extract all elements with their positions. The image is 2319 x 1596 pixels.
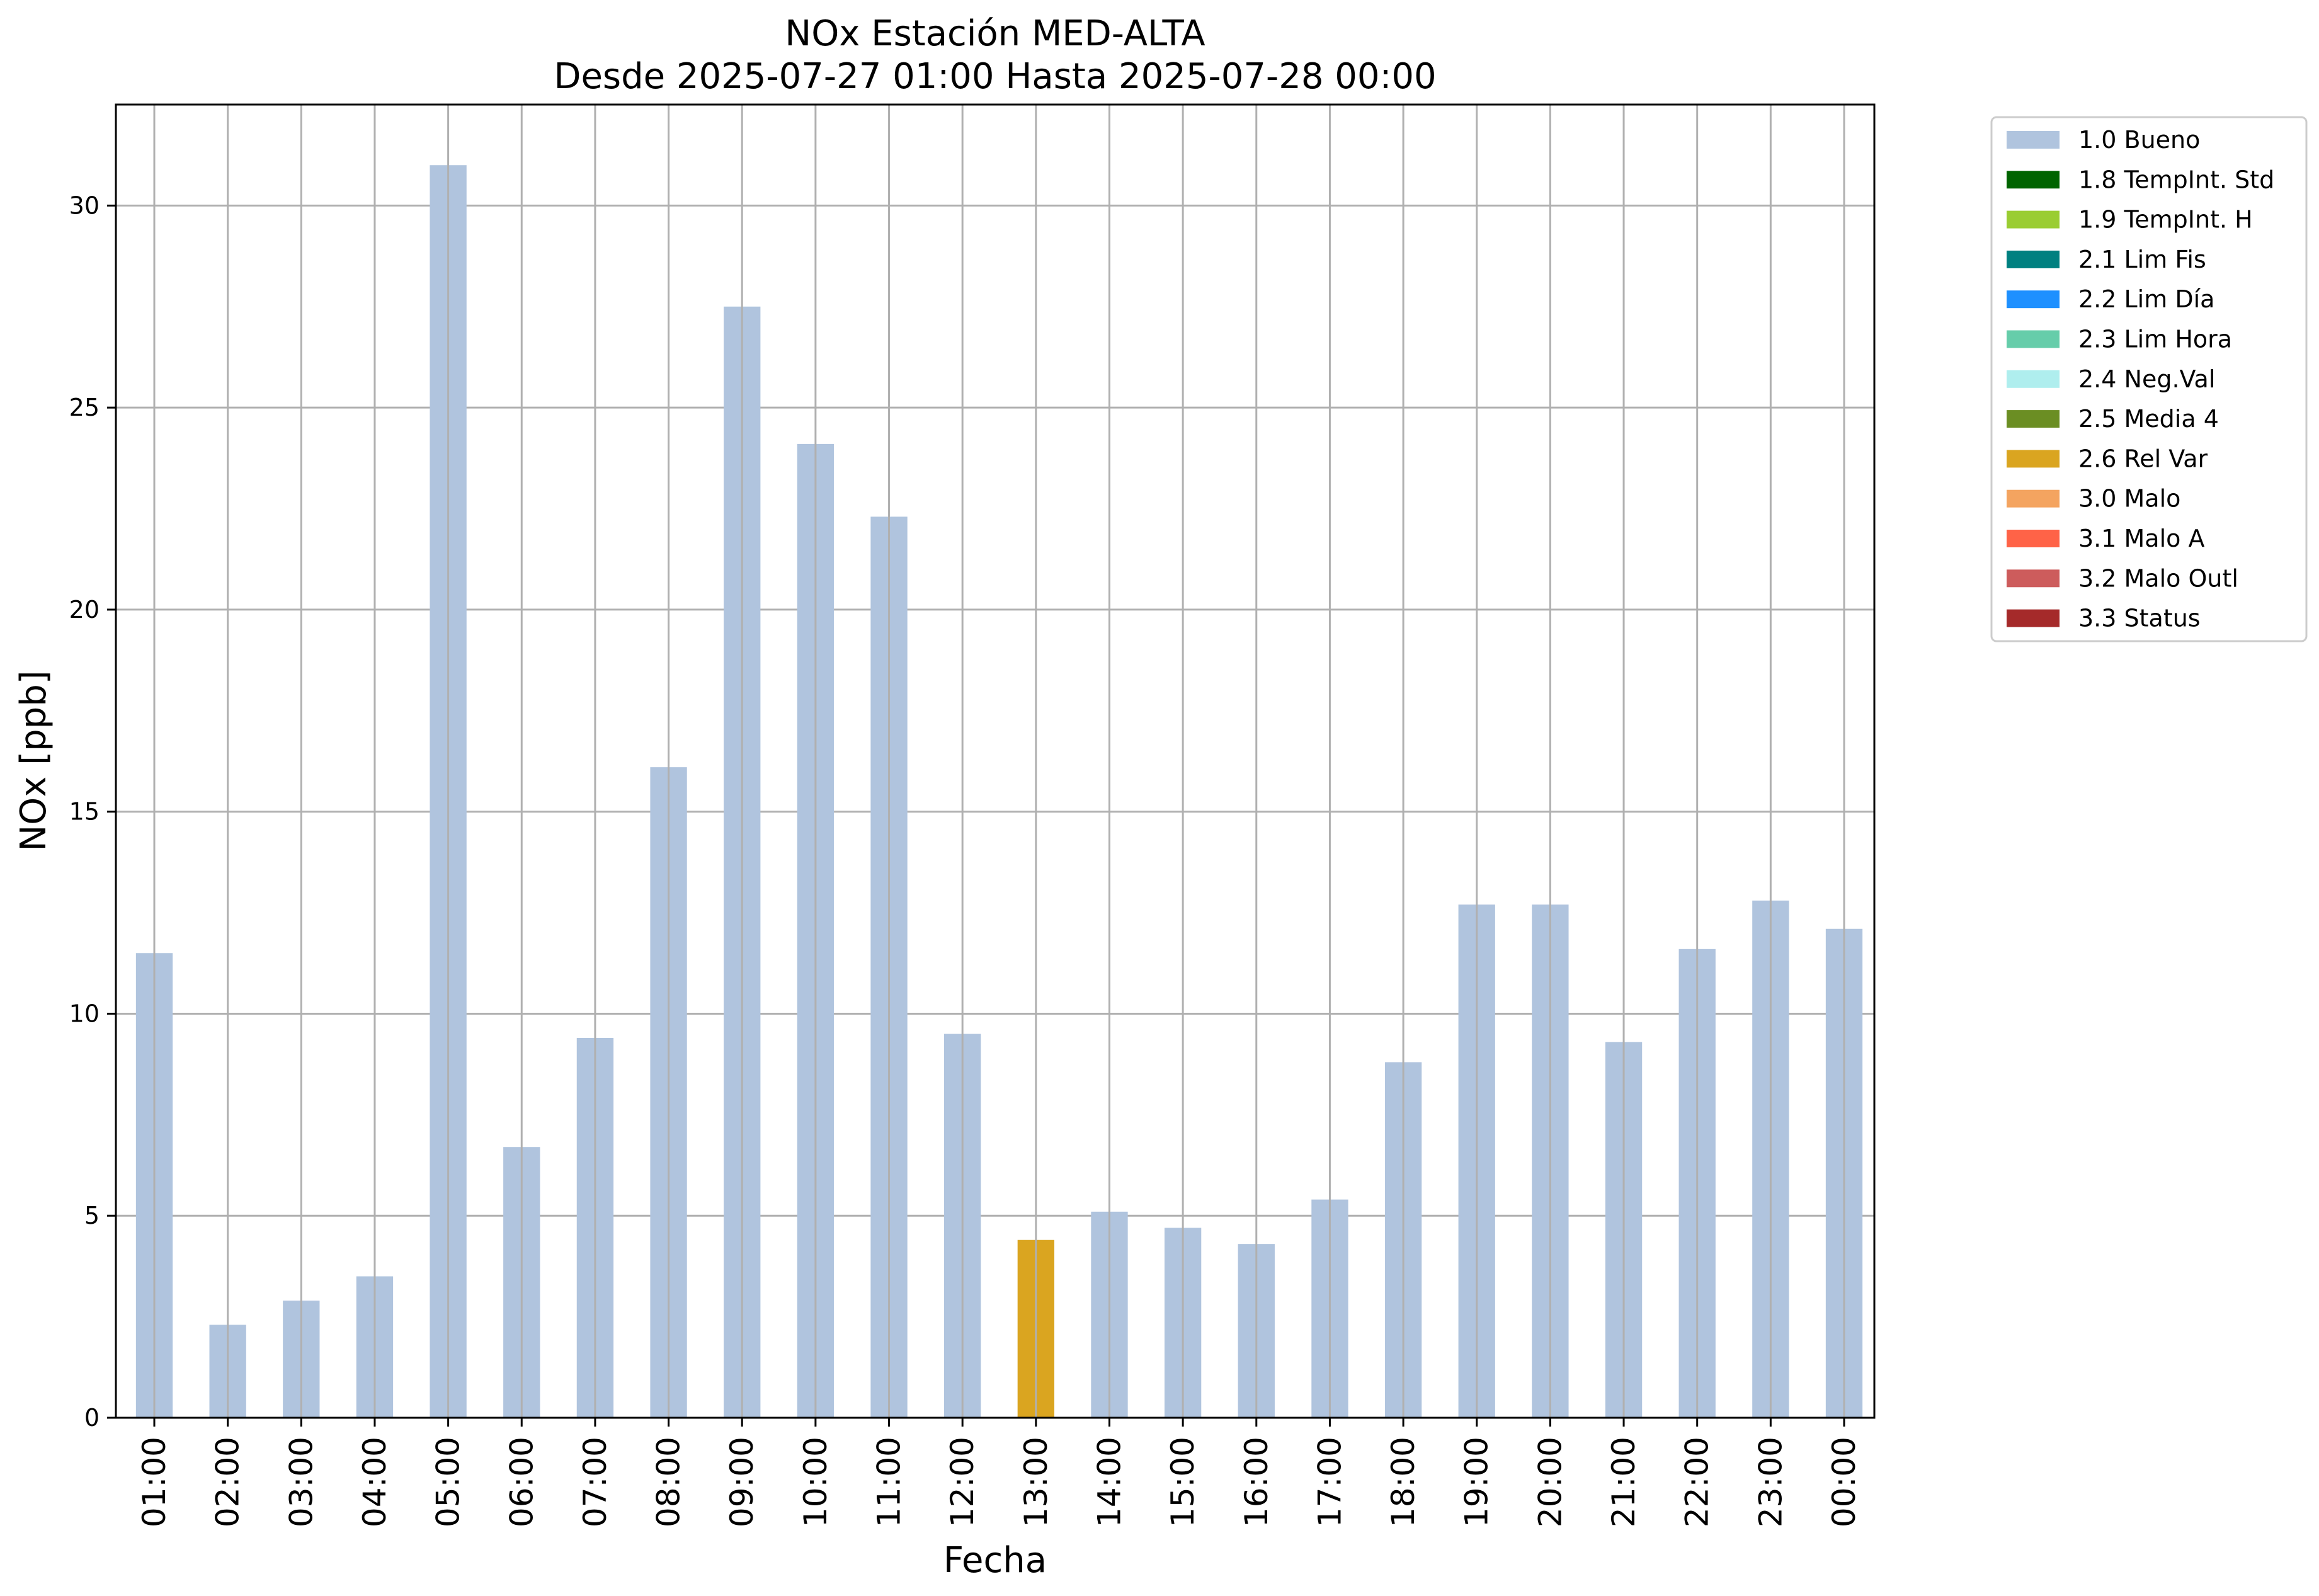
legend-swatch [2007, 330, 2060, 348]
legend-entry-label: 2.3 Lim Hora [2078, 326, 2232, 353]
x-tick-label: 15:00 [1165, 1437, 1201, 1527]
x-axis-ticks: 01:00 02:00 03:00 04:00 05:00 06:00 07:00 08:00… [136, 1418, 1862, 1527]
legend-entry-label: 3.3 Status [2078, 605, 2201, 632]
x-tick-label: 04:00 [356, 1437, 393, 1527]
legend-entry-label: 2.1 Lim Fis [2078, 246, 2206, 273]
x-tick-label: 23:00 [1752, 1437, 1789, 1527]
x-tick-label: 11:00 [871, 1437, 908, 1527]
legend-entry-label: 3.1 Malo A [2078, 525, 2204, 552]
y-tick-label: 20 [69, 596, 100, 624]
legend-frame [1990, 116, 2308, 642]
x-tick-label: 08:00 [651, 1437, 687, 1527]
legend-entry-label: 2.2 Lim Día [2078, 285, 2214, 313]
x-tick-label: 09:00 [724, 1437, 760, 1527]
y-tick-label: 5 [84, 1202, 100, 1229]
y-axis-label: NOx [ppb] [13, 670, 54, 851]
chart-subtitle: Desde 2025-07-27 01:00 Hasta 2025-07-28 … [554, 56, 1436, 97]
x-tick-label: 06:00 [503, 1437, 540, 1527]
x-tick-label: 10:00 [797, 1437, 834, 1527]
x-tick-label: 18:00 [1385, 1437, 1422, 1527]
chart-title: NOx Estación MED-ALTA [785, 13, 1205, 54]
legend-swatch [2007, 530, 2060, 547]
x-tick-label: 20:00 [1532, 1437, 1568, 1527]
legend-entry-label: 1.8 TempInt. Std [2078, 166, 2274, 193]
x-tick-label: 21:00 [1605, 1437, 1642, 1527]
y-tick-label: 0 [84, 1404, 100, 1432]
legend-entry-label: 1.0 Bueno [2078, 126, 2200, 154]
legend-swatch [2007, 171, 2060, 189]
legend-swatch [2007, 290, 2060, 309]
legend-swatch [2007, 131, 2060, 149]
plot-area-frame [115, 103, 1876, 1419]
vertical-gridlines [153, 105, 1845, 1418]
x-tick-label: 00:00 [1826, 1437, 1862, 1527]
legend-swatch [2007, 250, 2060, 268]
x-tick-label: 01:00 [136, 1437, 173, 1527]
y-tick-label: 30 [69, 191, 100, 219]
y-axis-ticks: 0 5 10 15 20 25 30 [69, 191, 116, 1432]
x-tick-label: 03:00 [283, 1437, 319, 1527]
y-tick-label: 10 [69, 1000, 100, 1027]
legend-entry-label: 3.2 Malo Outl [2078, 564, 2238, 592]
x-tick-label: 12:00 [944, 1437, 981, 1527]
legend-entry-label: 3.0 Malo [2078, 485, 2180, 513]
legend-swatch [2007, 489, 2060, 508]
x-tick-label: 14:00 [1091, 1437, 1127, 1527]
legend-swatch [2007, 609, 2060, 627]
legend-swatch [2007, 210, 2060, 229]
x-tick-label: 19:00 [1459, 1437, 1495, 1527]
legend-entry-label: 2.6 Rel Var [2078, 445, 2208, 472]
x-tick-label: 22:00 [1679, 1437, 1716, 1527]
legend-swatch [2007, 450, 2060, 468]
legend-entry-label: 2.4 Neg.Val [2078, 365, 2215, 393]
y-tick-label: 25 [69, 394, 100, 421]
x-tick-label: 02:00 [210, 1437, 246, 1527]
y-tick-label: 15 [69, 798, 100, 826]
legend-entry-label: 2.5 Media 4 [2078, 405, 2219, 433]
bars [135, 165, 1863, 1418]
x-tick-label: 16:00 [1238, 1437, 1275, 1527]
legend-swatch [2007, 370, 2060, 388]
legend-swatch [2007, 569, 2060, 588]
x-tick-label: 07:00 [577, 1437, 613, 1527]
legend-swatch [2007, 410, 2060, 428]
grid [116, 204, 1874, 1419]
legend: 1.0 Bueno 1.8 TempInt. Std 1.9 TempInt. H 2… [1990, 116, 2308, 642]
x-tick-label: 17:00 [1311, 1437, 1348, 1527]
x-axis-label: Fecha [943, 1540, 1047, 1581]
legend-entry-label: 1.9 TempInt. H [2078, 206, 2253, 234]
x-tick-label: 13:00 [1018, 1437, 1054, 1527]
x-tick-label: 05:00 [430, 1437, 467, 1527]
